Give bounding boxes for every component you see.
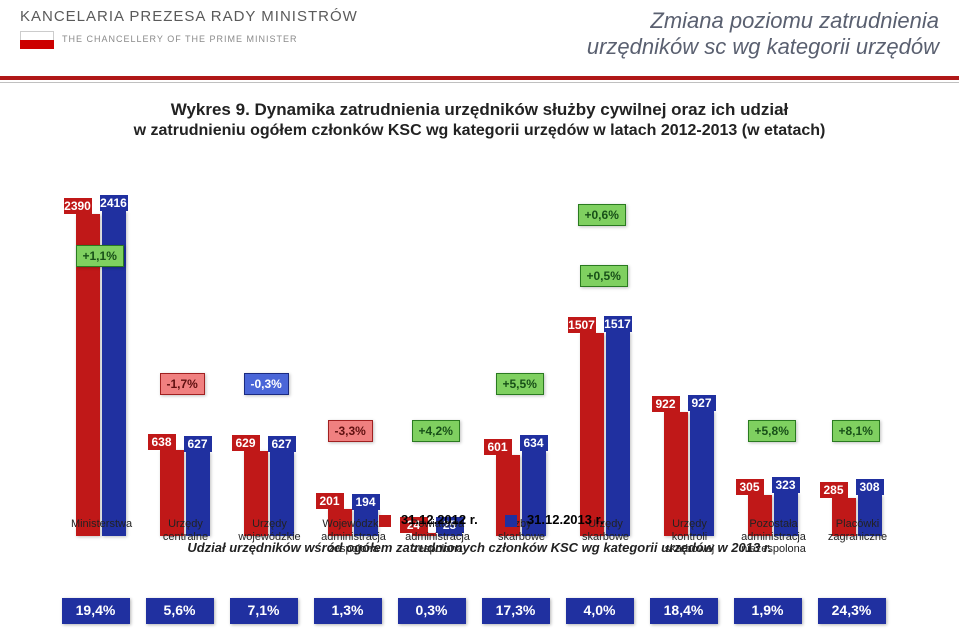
chart: Wykres 9. Dynamika zatrudnienia urzędnik…	[30, 100, 929, 552]
share-cell: 1,9%	[734, 598, 802, 624]
bar-value-a: 922	[652, 396, 680, 412]
bar-group: 1507 1517 +0,5%	[564, 186, 648, 536]
divider-red	[0, 76, 959, 80]
pct-badge: +4,2%	[412, 420, 460, 442]
bar-value-b: 308	[856, 479, 884, 495]
plot-area: 2390 2416 +1,1% 638 627 -1,7% 629 627 -0,3% 201 19…	[30, 146, 929, 536]
header: KANCELARIA PREZESA RADY MINISTRÓW THE CH…	[0, 0, 959, 90]
share-cell: 1,3%	[314, 598, 382, 624]
divider-grey	[0, 82, 959, 83]
share-cell: 24,3%	[818, 598, 886, 624]
flag-icon	[20, 31, 54, 49]
bar-value-a: 305	[736, 479, 764, 495]
share-cell: 17,3%	[482, 598, 550, 624]
legend-swatch-b	[505, 515, 517, 527]
bar-value-a: 629	[232, 435, 260, 451]
legend: 31.12.2012 r. 31.12.2013 r.	[0, 512, 959, 527]
share-cell: 5,6%	[146, 598, 214, 624]
bar-series-b	[606, 332, 630, 536]
bar-value-b: 1517	[604, 316, 632, 332]
share-cell: 19,4%	[62, 598, 130, 624]
bar-group: 305 323 +5,8%	[732, 186, 816, 536]
bar-value-a: 2390	[64, 198, 92, 214]
pct-badge: -0,3%	[244, 373, 289, 395]
pct-badge: -1,7%	[160, 373, 205, 395]
bar-value-b: 634	[520, 435, 548, 451]
logo-title: KANCELARIA PREZESA RADY MINISTRÓW	[20, 8, 358, 25]
pct-badge: -3,3%	[328, 420, 373, 442]
bar-group: 601 634 +5,5%	[480, 186, 564, 536]
logo: KANCELARIA PREZESA RADY MINISTRÓW THE CH…	[20, 8, 358, 49]
bar-value-a: 201	[316, 493, 344, 509]
pct-badge: +0,5%	[580, 265, 628, 287]
bar-value-b: 927	[688, 395, 716, 411]
pct-badge: +1,1%	[76, 245, 124, 267]
bar-group: 638 627 -1,7%	[144, 186, 228, 536]
share-cell: 18,4%	[650, 598, 718, 624]
bar-group: 201 194 -3,3%	[312, 186, 396, 536]
bar-value-a: 1507	[568, 317, 596, 333]
bar-value-b: 627	[184, 436, 212, 452]
legend-label-a: 31.12.2012 r.	[401, 512, 478, 527]
bar-value-a: 285	[820, 482, 848, 498]
pct-badge: +5,8%	[748, 420, 796, 442]
share-caption: Udział urzędników wśród ogółem zatrudnio…	[0, 540, 959, 555]
bar-value-a: 601	[484, 439, 512, 455]
bar-value-b: 194	[352, 494, 380, 510]
page-title: Zmiana poziomu zatrudnienia urzędników s…	[587, 8, 939, 61]
legend-swatch-a	[379, 515, 391, 527]
share-cell: 4,0%	[566, 598, 634, 624]
legend-label-b: 31.12.2013 r.	[527, 512, 604, 527]
logo-subtitle: THE CHANCELLERY OF THE PRIME MINISTER	[62, 34, 298, 44]
bar-group: 629 627 -0,3%	[228, 186, 312, 536]
bar-group: 2425+4,2%	[396, 186, 480, 536]
bar-series-a	[580, 333, 604, 536]
share-row: 19,4% 5,6% 7,1% 1,3% 0,3% 17,3% 4,0% 18,4% 1,9% 2…	[24, 598, 935, 628]
share-cell: 7,1%	[230, 598, 298, 624]
chart-title: Wykres 9. Dynamika zatrudnienia urzędnik…	[30, 100, 929, 140]
overall-pct-badge: +0,6%	[578, 204, 626, 226]
pct-badge: +5,5%	[496, 373, 544, 395]
bar-group: 2390 2416 +1,1%	[60, 186, 144, 536]
share-cell: 0,3%	[398, 598, 466, 624]
pct-badge: +8,1%	[832, 420, 880, 442]
bar-value-b: 323	[772, 477, 800, 493]
bar-value-b: 2416	[100, 195, 128, 211]
bar-group: 285 308 +8,1%	[816, 186, 900, 536]
bar-group: 922 927	[648, 186, 732, 536]
bar-value-b: 627	[268, 436, 296, 452]
bar-value-a: 638	[148, 434, 176, 450]
